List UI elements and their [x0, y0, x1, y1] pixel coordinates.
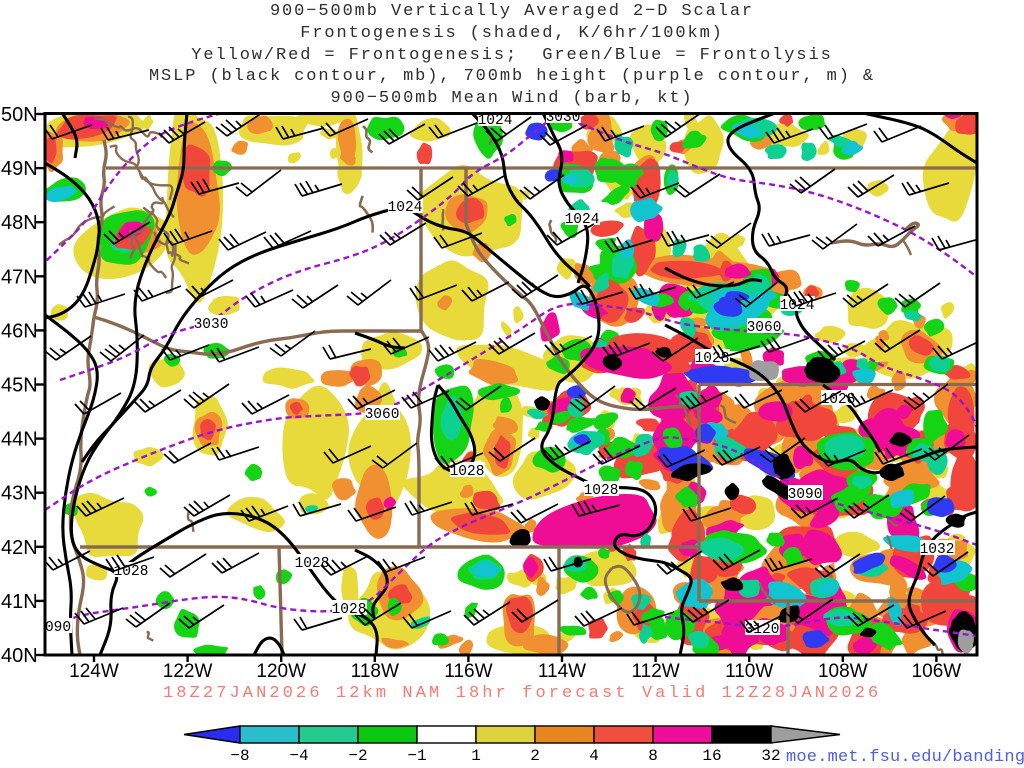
svg-text:−4: −4	[289, 747, 308, 765]
svg-text:122W: 122W	[163, 661, 213, 682]
svg-text:45N: 45N	[1, 375, 38, 397]
svg-text:2: 2	[530, 747, 540, 765]
svg-text:1028: 1028	[584, 483, 619, 499]
svg-text:1024: 1024	[388, 200, 423, 216]
svg-text:43N: 43N	[1, 483, 38, 505]
svg-text:16: 16	[702, 747, 721, 765]
svg-text:3030: 3030	[194, 317, 229, 333]
svg-text:32: 32	[761, 747, 780, 765]
svg-text:4: 4	[589, 747, 599, 765]
svg-text:1024: 1024	[478, 113, 513, 129]
svg-text:48N: 48N	[1, 212, 38, 234]
svg-text:44N: 44N	[1, 429, 38, 451]
svg-text:108W: 108W	[818, 661, 868, 682]
svg-text:116W: 116W	[444, 661, 492, 682]
svg-text:1: 1	[471, 747, 481, 765]
svg-text:−8: −8	[230, 747, 249, 765]
svg-text:3120: 3120	[745, 622, 780, 638]
svg-text:3060: 3060	[747, 320, 782, 336]
svg-text:50N: 50N	[1, 104, 38, 126]
svg-text:1024: 1024	[565, 212, 600, 228]
svg-text:090: 090	[45, 620, 71, 636]
svg-text:47N: 47N	[1, 266, 38, 288]
svg-text:106W: 106W	[912, 661, 962, 682]
svg-text:−2: −2	[348, 747, 367, 765]
svg-text:120W: 120W	[256, 661, 306, 682]
svg-text:118W: 118W	[351, 661, 399, 682]
svg-text:114W: 114W	[538, 661, 586, 682]
svg-text:1028: 1028	[295, 556, 330, 572]
svg-text:8: 8	[648, 747, 658, 765]
svg-text:40N: 40N	[1, 645, 38, 667]
svg-text:1028: 1028	[450, 464, 485, 480]
svg-text:1032: 1032	[920, 542, 955, 558]
svg-text:124W: 124W	[69, 661, 119, 682]
svg-text:1028: 1028	[695, 351, 730, 367]
svg-text:112W: 112W	[631, 661, 679, 682]
svg-text:46N: 46N	[1, 320, 38, 342]
svg-text:41N: 41N	[1, 591, 38, 613]
svg-text:1028: 1028	[332, 602, 367, 618]
svg-text:3060: 3060	[365, 407, 400, 423]
svg-text:110W: 110W	[725, 661, 773, 682]
svg-text:−1: −1	[407, 747, 426, 765]
svg-text:3090: 3090	[788, 487, 823, 503]
svg-text:42N: 42N	[1, 537, 38, 559]
svg-text:49N: 49N	[1, 158, 38, 180]
svg-text:3030: 3030	[546, 110, 581, 126]
